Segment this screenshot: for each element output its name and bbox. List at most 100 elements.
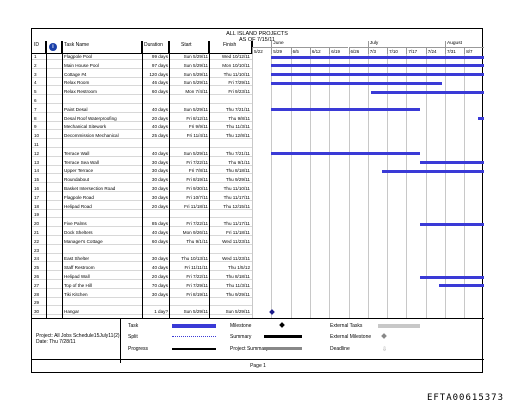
col-duration-header[interactable]: Duration	[142, 41, 169, 54]
week-header: 6/5	[290, 47, 310, 54]
cell-name: Cottage #4	[64, 71, 87, 77]
cell-duration: 85 days	[151, 221, 168, 227]
cell-id: 19	[34, 212, 40, 218]
cell-duration: 30 days	[151, 177, 168, 183]
week-header: 7/24	[425, 47, 445, 54]
cell-duration: 30 days	[151, 159, 168, 165]
grid-line	[425, 54, 427, 318]
week-header: 6/26	[348, 47, 368, 54]
cell-finish: Thu 8/18/11	[225, 274, 250, 279]
task-bar[interactable]	[271, 81, 443, 85]
cell-id: 30	[34, 309, 40, 315]
grid-line	[271, 54, 273, 318]
cell-name: Manager's Cottage	[64, 238, 103, 244]
gantt-timeline[interactable]: 5/22 5/29 6/5 6/12 6/19 6/26 7/3 7/10 7/17 7/24 7/…	[252, 41, 484, 318]
cell-name: Basket Intersection Road	[64, 186, 116, 191]
col-task-header[interactable]: Task Name	[62, 41, 142, 54]
cell-start: Fri 11/11/11	[184, 265, 209, 271]
cell-finish: Mon 10/10/11	[222, 62, 250, 68]
cell-duration: 20 days	[151, 203, 168, 209]
cell-id: 25	[34, 265, 40, 271]
cell-finish: Thu 9/29/11	[225, 291, 250, 297]
cell-start: Fri 10/7/11	[186, 194, 208, 200]
cell-start: Sun 5/29/11	[183, 80, 208, 86]
cell-duration: 30 days	[151, 256, 168, 262]
cell-finish: Thu 7/21/11	[225, 150, 250, 156]
legend-milestone-label: Milestone	[230, 323, 252, 329]
legend-summary-label: Summary	[230, 334, 252, 340]
cell-name: Upper Terrace	[64, 168, 94, 174]
month-header: August	[445, 41, 484, 47]
legend-date: Date: Thu 7/28/11	[36, 339, 76, 345]
week-header: 8/7	[464, 47, 484, 54]
cell-finish: Thu 12/15/11	[223, 203, 250, 209]
legend-project: Project: All Jobs Schedule15July11(2)	[36, 333, 120, 339]
cell-start: Sun 5/29/11	[183, 106, 208, 112]
task-bar[interactable]	[271, 73, 484, 77]
cell-duration: 97 days	[151, 62, 168, 68]
cell-id: 2	[34, 62, 37, 68]
report-title: ALL ISLAND PROJECTS AS OF 7/15/11	[32, 31, 482, 43]
legend-external-tasks-label: External Tasks	[330, 323, 363, 329]
legend-project-summary-swatch	[264, 347, 302, 350]
legend-external-tasks-swatch	[378, 324, 420, 328]
cell-duration: 1 day?	[154, 309, 168, 315]
cell-id: 15	[34, 177, 40, 183]
legend-external-milestone-label: External Milestone	[330, 334, 372, 340]
col-finish-header[interactable]: Finish	[209, 41, 252, 54]
task-bar[interactable]	[420, 161, 484, 165]
cell-duration: 30 days	[151, 194, 168, 200]
col-id-header[interactable]: ID	[32, 41, 46, 54]
divider	[46, 41, 47, 318]
cell-name: Tiki Kitchen	[64, 291, 88, 297]
cell-start: Sun 5/29/11	[183, 54, 208, 59]
task-bar[interactable]	[271, 152, 421, 156]
month-header: June	[271, 41, 348, 47]
task-bar[interactable]	[370, 90, 484, 94]
task-bar[interactable]	[271, 64, 484, 68]
cell-start: Sun 5/29/11	[183, 309, 208, 315]
cell-finish: Wed 11/23/11	[222, 256, 250, 262]
col-info-header[interactable]: i	[46, 41, 62, 54]
col-start-header[interactable]: Start	[169, 41, 209, 54]
info-icon: i	[49, 43, 57, 51]
week-header: 7/10	[387, 47, 407, 54]
cell-id: 12	[34, 150, 40, 156]
task-bar[interactable]	[271, 108, 421, 112]
divider	[62, 41, 63, 318]
legend-progress-label: Progress	[128, 346, 149, 352]
cell-finish: Thu 11/3/11	[226, 124, 250, 130]
grid-line	[445, 54, 446, 318]
cell-id: 20	[34, 221, 40, 227]
cell-finish: Thu 12/8/11	[225, 133, 250, 139]
cell-id: 21	[34, 230, 40, 235]
week-header: 5/29	[271, 47, 291, 54]
task-bar[interactable]	[478, 117, 484, 121]
cell-id: 13	[34, 159, 40, 165]
legend-project-summary-label: Project Summary	[230, 346, 269, 352]
cell-name: Main House Pool	[64, 62, 99, 68]
cell-start: Fri 7/8/11	[188, 168, 208, 174]
cell-id: 16	[34, 186, 40, 191]
external-milestone-icon	[381, 333, 387, 339]
grid-line	[329, 54, 331, 318]
cell-name: Relax Room	[64, 80, 90, 86]
cell-id: 1	[34, 54, 37, 59]
cell-start: Fri 8/19/11	[186, 291, 208, 297]
cell-finish: Wed 10/12/11	[221, 54, 250, 59]
cell-duration: 40 days	[151, 124, 168, 130]
cell-name: Top of the Hill	[64, 282, 92, 288]
cell-start: Fri 7/22/11	[186, 274, 208, 279]
cell-start: Sun 5/29/11	[183, 150, 208, 156]
task-bar[interactable]	[439, 284, 484, 288]
cell-duration: 30 days	[151, 186, 168, 191]
cell-id: 26	[34, 274, 40, 279]
task-bar[interactable]	[420, 275, 484, 279]
legend-split-label: Split	[128, 334, 138, 340]
cell-start: Sun 5/29/11	[183, 71, 208, 77]
task-bar[interactable]	[271, 55, 484, 59]
legend-summary-swatch	[264, 335, 302, 338]
task-bar[interactable]	[381, 169, 484, 173]
task-bar[interactable]	[420, 222, 484, 226]
cell-finish: Thu 1/5/12	[228, 265, 250, 271]
